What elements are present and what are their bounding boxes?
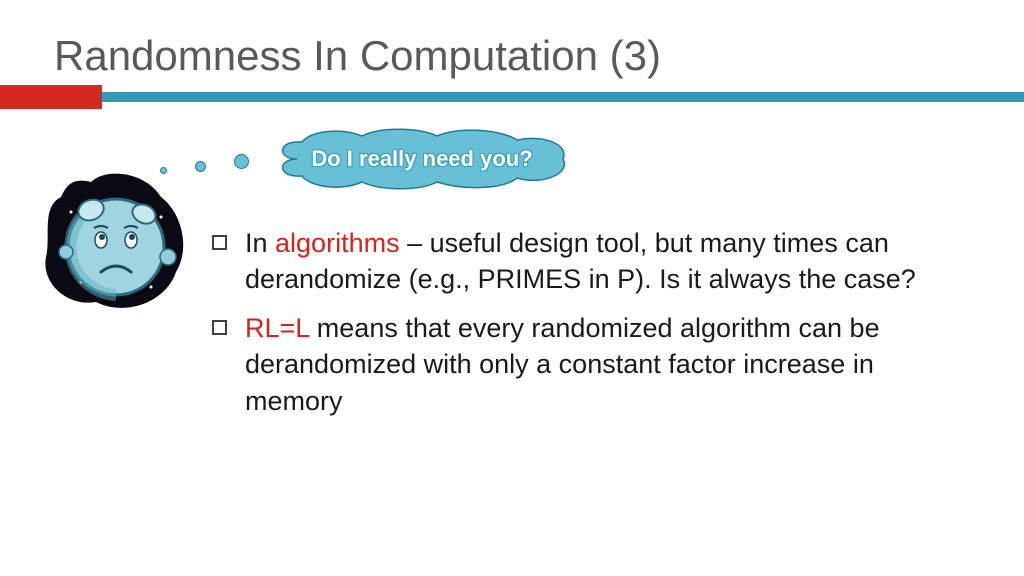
- slide-title: Randomness In Computation (3): [0, 0, 1024, 92]
- moon-character-illustration: [36, 162, 196, 322]
- thought-trail-dot: [234, 154, 249, 169]
- bullet-text: RL=L means that every randomized algorit…: [245, 310, 972, 419]
- title-divider: [0, 92, 1024, 102]
- bullet-highlight: algorithms: [275, 228, 400, 258]
- bullet-prefix: In: [245, 228, 275, 258]
- bullet-list: In algorithms – useful design tool, but …: [212, 225, 972, 431]
- bullet-rest: means that every randomized algorithm ca…: [245, 313, 880, 416]
- bullet-item: RL=L means that every randomized algorit…: [212, 310, 972, 419]
- divider-red-segment: [0, 85, 102, 109]
- bullet-square-icon: [212, 320, 227, 335]
- thought-bubble-text: Do I really need you?: [267, 128, 577, 190]
- thought-trail-dot: [195, 161, 206, 172]
- divider-teal-segment: [102, 92, 1024, 102]
- bullet-highlight: RL=L: [245, 313, 309, 343]
- thought-bubble: Do I really need you?: [160, 128, 577, 190]
- bullet-square-icon: [212, 235, 227, 250]
- bullet-item: In algorithms – useful design tool, but …: [212, 225, 972, 298]
- bullet-text: In algorithms – useful design tool, but …: [245, 225, 972, 298]
- thought-cloud: Do I really need you?: [267, 128, 577, 190]
